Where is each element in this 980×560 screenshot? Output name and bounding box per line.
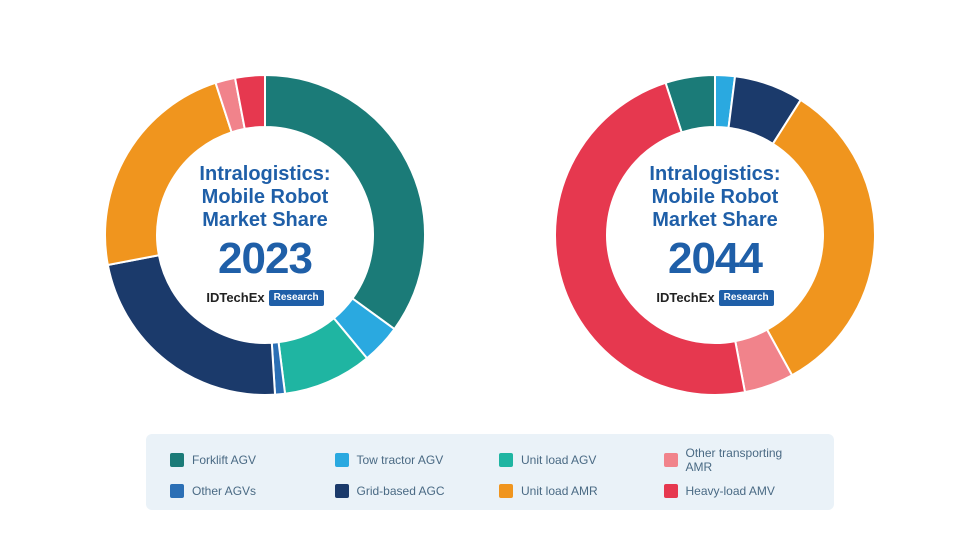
legend-item-other_agvs: Other AGVs bbox=[170, 484, 317, 498]
legend-item-heavy_amv: Heavy-load AMV bbox=[664, 484, 811, 498]
legend-label: Unit load AMR bbox=[521, 484, 598, 498]
donut-2023-title: Intralogistics: Mobile Robot Market Shar… bbox=[165, 163, 365, 232]
donut-2044-year: 2044 bbox=[615, 234, 815, 285]
legend-item-unit_load_agv: Unit load AGV bbox=[499, 446, 646, 474]
legend-item-unit_load_amr: Unit load AMR bbox=[499, 484, 646, 498]
legend-item-grid_agc: Grid-based AGC bbox=[335, 484, 482, 498]
brand-badge: Research bbox=[269, 290, 324, 306]
donut-2023-year: 2023 bbox=[165, 234, 365, 285]
donut-2023: Intralogistics: Mobile Robot Market Shar… bbox=[100, 70, 430, 400]
brand-badge: Research bbox=[719, 290, 774, 306]
legend-swatch bbox=[170, 453, 184, 467]
legend-label: Other AGVs bbox=[192, 484, 256, 498]
donut-2023-brand: IDTechEx Research bbox=[206, 290, 323, 306]
brand-name: IDTechEx bbox=[656, 291, 714, 306]
legend-swatch bbox=[335, 484, 349, 498]
legend-swatch bbox=[170, 484, 184, 498]
legend-label: Grid-based AGC bbox=[357, 484, 445, 498]
legend-label: Forklift AGV bbox=[192, 453, 256, 467]
legend-label: Tow tractor AGV bbox=[357, 453, 444, 467]
legend: Forklift AGV Tow tractor AGV Unit load AGV… bbox=[146, 434, 834, 510]
donut-row: Intralogistics: Mobile Robot Market Shar… bbox=[0, 70, 980, 400]
legend-item-tow_tractor: Tow tractor AGV bbox=[335, 446, 482, 474]
brand-name: IDTechEx bbox=[206, 291, 264, 306]
legend-swatch bbox=[664, 484, 678, 498]
donut-2044-center: Intralogistics: Mobile Robot Market Shar… bbox=[615, 163, 815, 307]
legend-item-forklift_agv: Forklift AGV bbox=[170, 446, 317, 474]
donut-2044-brand: IDTechEx Research bbox=[656, 290, 773, 306]
donut-2044-title: Intralogistics: Mobile Robot Market Shar… bbox=[615, 163, 815, 232]
donut-2023-center: Intralogistics: Mobile Robot Market Shar… bbox=[165, 163, 365, 307]
figure-canvas: Intralogistics: Mobile Robot Market Shar… bbox=[0, 0, 980, 560]
legend-swatch bbox=[499, 453, 513, 467]
legend-item-other_amr: Other transporting AMR bbox=[664, 446, 811, 474]
legend-swatch bbox=[335, 453, 349, 467]
legend-swatch bbox=[664, 453, 678, 467]
legend-swatch bbox=[499, 484, 513, 498]
legend-label: Unit load AGV bbox=[521, 453, 596, 467]
legend-label: Heavy-load AMV bbox=[686, 484, 775, 498]
donut-2044: Intralogistics: Mobile Robot Market Shar… bbox=[550, 70, 880, 400]
legend-label: Other transporting AMR bbox=[686, 446, 811, 474]
